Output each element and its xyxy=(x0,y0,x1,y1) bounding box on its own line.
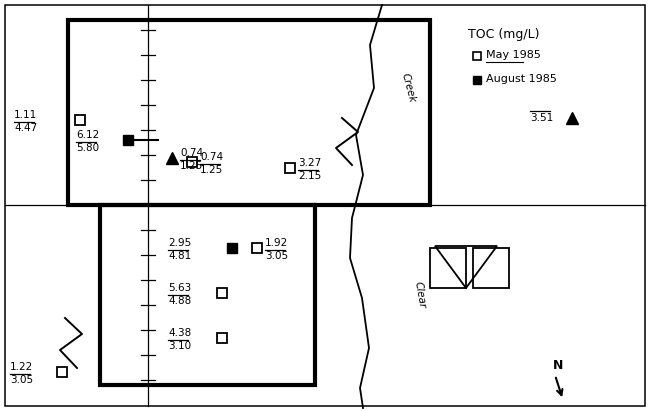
Text: 4.38: 4.38 xyxy=(168,328,191,338)
Text: 1.22: 1.22 xyxy=(10,362,33,372)
Bar xyxy=(430,248,466,288)
Text: 3.10: 3.10 xyxy=(168,341,191,351)
Text: 1.25: 1.25 xyxy=(180,161,203,171)
Text: 2.95: 2.95 xyxy=(168,238,191,248)
Text: 4.88: 4.88 xyxy=(168,296,191,306)
Text: N: N xyxy=(552,359,563,372)
Text: 4.47: 4.47 xyxy=(14,123,37,133)
Text: August 1985: August 1985 xyxy=(486,74,557,84)
Text: Clear: Clear xyxy=(413,281,427,309)
Text: 5.63: 5.63 xyxy=(168,283,191,293)
Text: 3.05: 3.05 xyxy=(10,375,33,385)
Text: 6.12: 6.12 xyxy=(76,130,99,140)
Text: 4.81: 4.81 xyxy=(168,251,191,261)
Text: 1.11: 1.11 xyxy=(14,110,37,120)
Text: 5.80: 5.80 xyxy=(76,143,99,153)
Bar xyxy=(100,205,315,385)
Text: Creek: Creek xyxy=(399,72,417,104)
Text: 3.51: 3.51 xyxy=(530,113,553,123)
Text: 2.15: 2.15 xyxy=(298,171,321,181)
Text: 0.74: 0.74 xyxy=(180,148,203,158)
Text: 3.27: 3.27 xyxy=(298,158,321,168)
Text: 1.25: 1.25 xyxy=(200,165,223,175)
Bar xyxy=(473,248,509,288)
Text: 3.05: 3.05 xyxy=(265,251,288,261)
Text: 0.74: 0.74 xyxy=(200,152,223,162)
Text: May 1985: May 1985 xyxy=(486,50,541,60)
Text: TOC (mg/L): TOC (mg/L) xyxy=(468,28,540,41)
Bar xyxy=(68,20,430,205)
Text: 1.92: 1.92 xyxy=(265,238,288,248)
